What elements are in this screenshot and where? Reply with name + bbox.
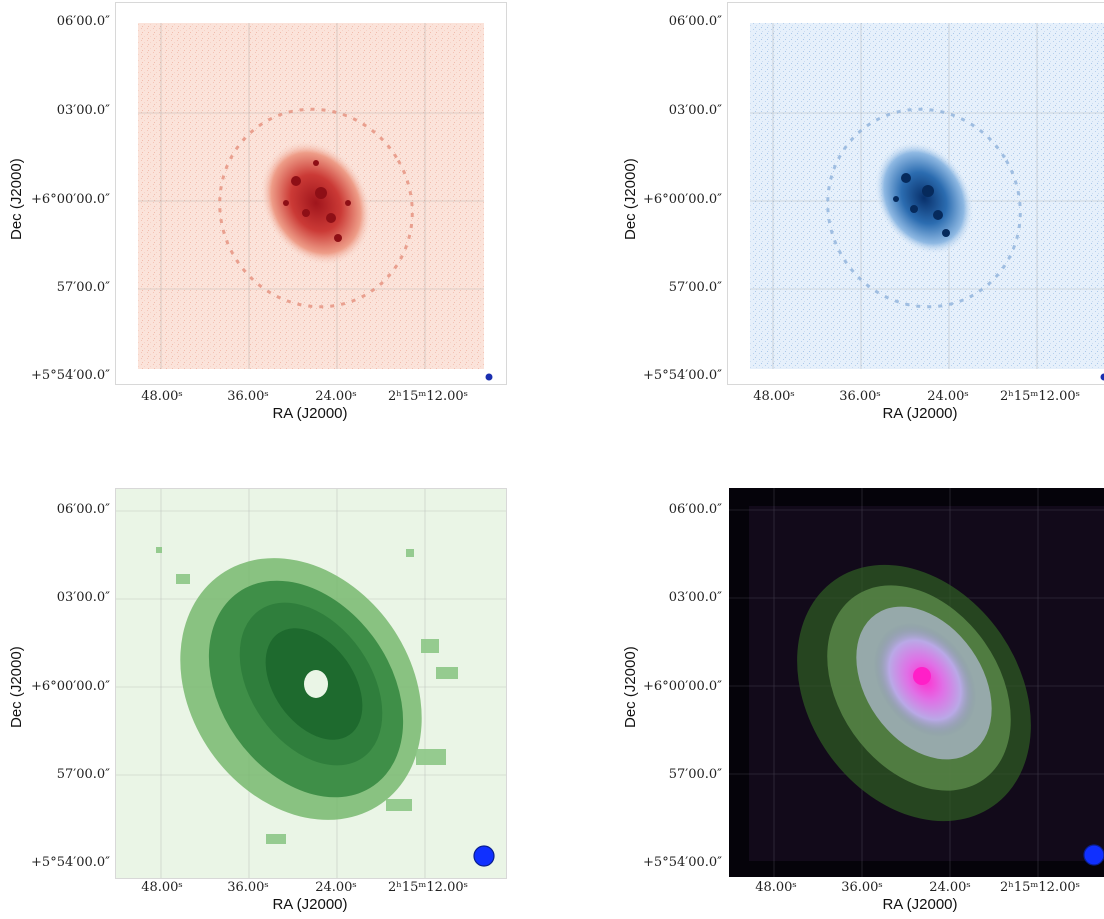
image-frame xyxy=(727,2,1104,385)
y-axis-label: Dec (J2000) xyxy=(622,646,639,728)
ytick-label: 06′00.0″ xyxy=(668,502,722,517)
ytick-label: +6°00′00.0″ xyxy=(31,679,110,694)
x-axis-label: RA (J2000) xyxy=(882,896,958,913)
ytick-label: 03′00.0″ xyxy=(56,590,110,605)
ytick-label: 57′00.0″ xyxy=(668,767,722,782)
y-axis-label: Dec (J2000) xyxy=(622,158,639,240)
galaxy-image-blue xyxy=(750,23,1104,381)
ytick-label: +5°54′00.0″ xyxy=(31,855,110,870)
xtick-label: 48.00ˢ xyxy=(141,389,183,404)
ytick-label: 03′00.0″ xyxy=(56,103,110,118)
xtick-label: 48.00ˢ xyxy=(753,389,795,404)
xtick-label: 48.00ˢ xyxy=(755,880,797,895)
x-axis-label: RA (J2000) xyxy=(272,896,348,913)
y-axis-label: Dec (J2000) xyxy=(8,158,25,240)
ytick-label: +5°54′00.0″ xyxy=(643,855,722,870)
galaxy-image-red xyxy=(138,23,493,381)
ytick-label: +6°00′00.0″ xyxy=(31,192,110,207)
ytick-label: 57′00.0″ xyxy=(56,280,110,295)
xtick-label: 36.00ˢ xyxy=(841,880,883,895)
xtick-label: 36.00ˢ xyxy=(227,389,269,404)
ytick-label: 06′00.0″ xyxy=(668,14,722,29)
ytick-label: +5°54′00.0″ xyxy=(31,368,110,383)
xtick-label: 24.00ˢ xyxy=(315,880,357,895)
beam-marker xyxy=(473,845,495,867)
ytick-label: 57′00.0″ xyxy=(56,767,110,782)
ytick-label: 06′00.0″ xyxy=(56,502,110,517)
ytick-label: +5°54′00.0″ xyxy=(643,368,722,383)
ytick-label: +6°00′00.0″ xyxy=(643,679,722,694)
beam-marker xyxy=(485,373,493,381)
beam-marker xyxy=(1083,844,1104,866)
image-frame xyxy=(729,488,1104,877)
x-axis-label: RA (J2000) xyxy=(882,405,958,422)
xtick-label: 2ʰ15ᵐ12.00ˢ xyxy=(387,389,469,404)
ytick-label: 57′00.0″ xyxy=(668,280,722,295)
ytick-label: 03′00.0″ xyxy=(668,590,722,605)
ytick-label: 03′00.0″ xyxy=(668,103,722,118)
xtick-label: 36.00ˢ xyxy=(227,880,269,895)
xtick-label: 24.00ˢ xyxy=(929,880,971,895)
ytick-label: +6°00′00.0″ xyxy=(643,192,722,207)
beam-marker xyxy=(1100,373,1104,381)
y-axis-label: Dec (J2000) xyxy=(8,646,25,728)
x-axis-label: RA (J2000) xyxy=(272,405,348,422)
image-frame xyxy=(115,2,507,385)
galaxy-image-green xyxy=(116,489,506,878)
galaxy-image-composite xyxy=(729,488,1104,877)
xtick-label: 48.00ˢ xyxy=(141,880,183,895)
xtick-label: 24.00ˢ xyxy=(927,389,969,404)
xtick-label: 2ʰ15ᵐ12.00ˢ xyxy=(387,880,469,895)
xtick-label: 24.00ˢ xyxy=(315,389,357,404)
xtick-label: 2ʰ15ᵐ12.00ˢ xyxy=(999,389,1081,404)
xtick-label: 2ʰ15ᵐ12.00ˢ xyxy=(999,880,1081,895)
ytick-label: 06′00.0″ xyxy=(56,14,110,29)
image-frame xyxy=(115,488,507,879)
xtick-label: 36.00ˢ xyxy=(839,389,881,404)
